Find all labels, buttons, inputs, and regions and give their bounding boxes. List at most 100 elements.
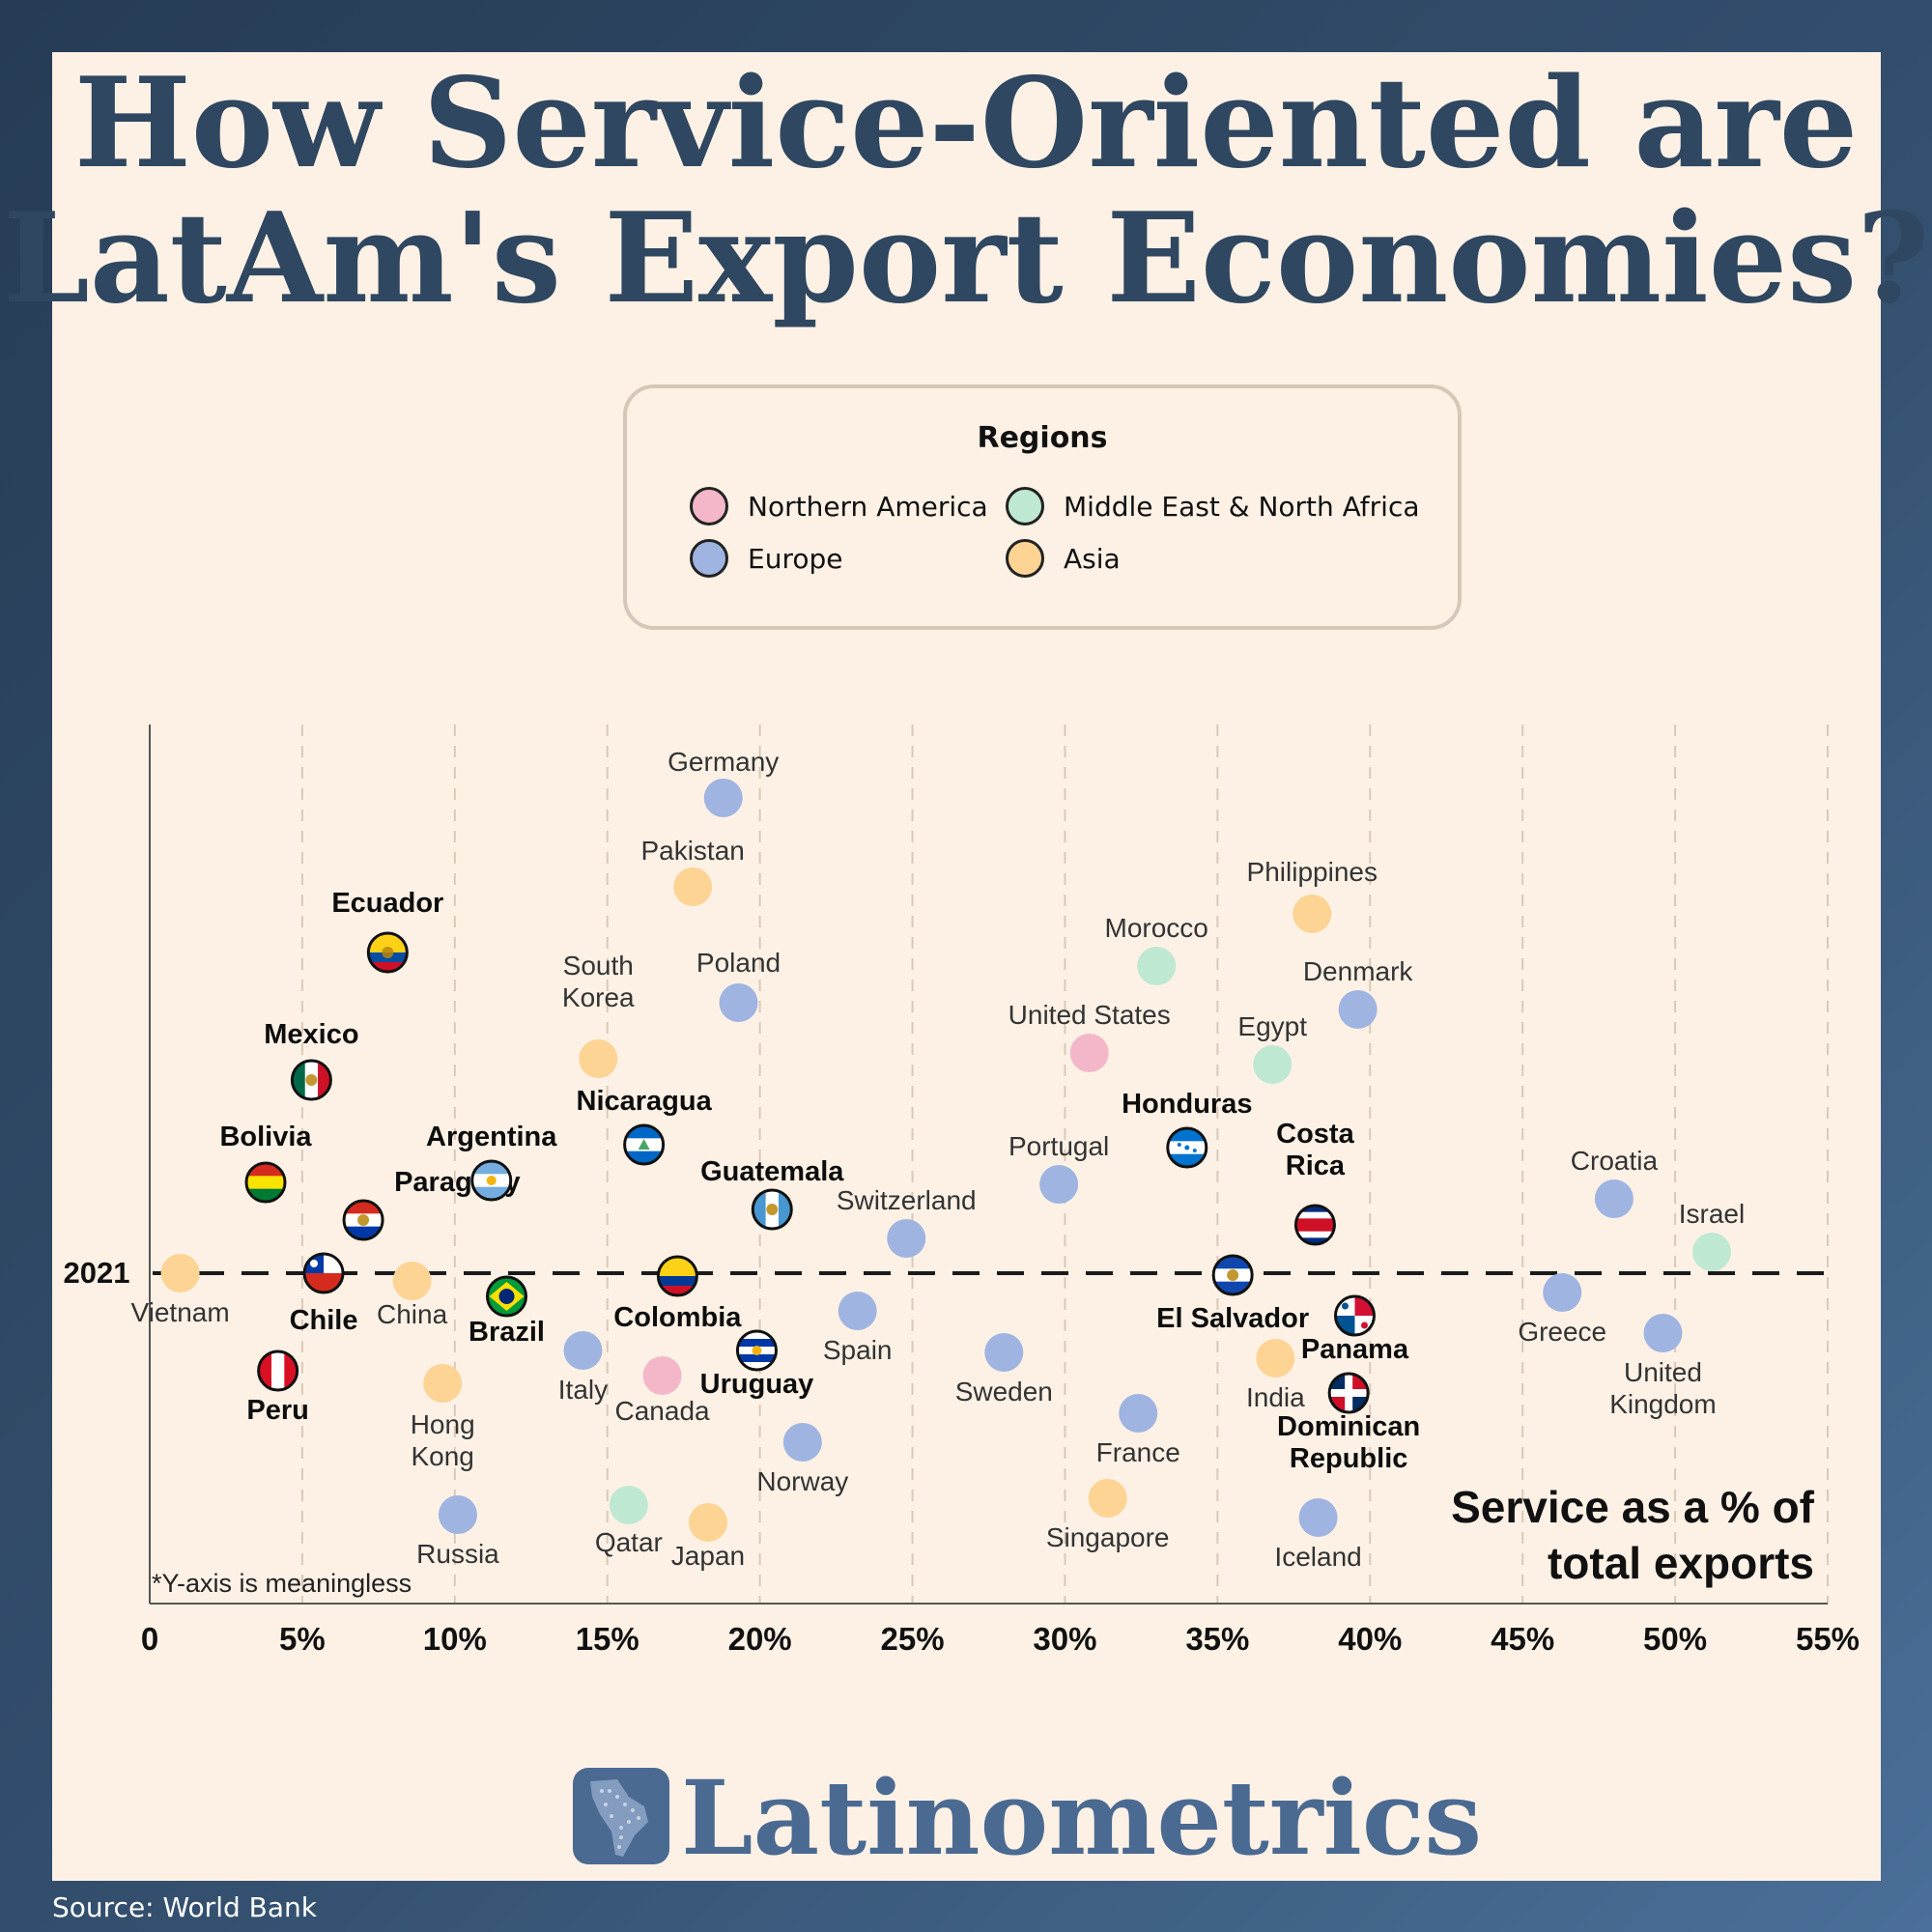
point-marker [1119, 1394, 1158, 1433]
point-label: Uruguay [700, 1369, 814, 1400]
point-greece: Greece [1518, 1273, 1606, 1347]
point-canada: Canada [615, 1356, 711, 1426]
source-note: Source: World Bank [52, 1891, 317, 1923]
point-ecuador: Ecuador [331, 888, 443, 974]
x-tick-labels: 0 5% 10% 15% 20% 25% 30% 35% 40% 45% 50% 55% [141, 1621, 1860, 1657]
point-marker [1691, 1233, 1731, 1271]
point-italy: Italy [558, 1331, 608, 1405]
point-marker [1088, 1479, 1127, 1518]
point-label: Japan [671, 1541, 745, 1571]
point-marker [782, 1423, 822, 1462]
point-label: Hong [411, 1409, 475, 1439]
legend-label: Europe [748, 542, 843, 575]
point-russia: Russia [416, 1495, 499, 1569]
point-marker [563, 1331, 603, 1370]
point-panama: Panama [1301, 1294, 1409, 1365]
point-guatemala: Guatemala [700, 1156, 844, 1231]
point-marker [688, 1503, 727, 1542]
x-tick-label: 15% [576, 1621, 639, 1657]
legend-label: Northern America [748, 490, 988, 523]
x-tick-label: 5% [279, 1621, 326, 1657]
point-chile: Chile [290, 1252, 358, 1336]
uruguay-flag-icon [737, 1331, 777, 1370]
point-brazil: Brazil [469, 1275, 545, 1348]
latin-america-map-icon [573, 1768, 669, 1864]
legend-swatch [690, 539, 728, 578]
point-label: Colombia [613, 1302, 742, 1333]
footnote: *Y-axis is meaningless [152, 1569, 412, 1598]
point-marker [438, 1495, 477, 1534]
chart-title: How Service-Oriented are LatAm's Export … [0, 56, 1932, 327]
point-label: Russia [416, 1539, 499, 1569]
x-tick-label: 10% [423, 1621, 487, 1657]
point-marker [984, 1333, 1024, 1372]
title-line-1: How Service-Oriented are [73, 51, 1859, 196]
point-marker [703, 779, 743, 817]
point-marker [642, 1356, 682, 1395]
point-label: Egypt [1237, 1011, 1307, 1041]
point-label: Brazil [469, 1317, 545, 1348]
point-marker [673, 867, 713, 906]
x-axis-title-line-2: total exports [1548, 1538, 1814, 1588]
point-germany: Germany [668, 747, 779, 817]
x-tick-label: 50% [1643, 1621, 1707, 1657]
point-label: Italy [558, 1375, 608, 1405]
point-uruguay: Uruguay [700, 1329, 814, 1400]
point-label: Korea [562, 982, 635, 1012]
point-label: United [1624, 1357, 1702, 1387]
point-marker [1293, 895, 1332, 933]
x-tick-label: 25% [881, 1621, 945, 1657]
x-tick-label: 20% [728, 1621, 792, 1657]
point-marker [887, 1219, 926, 1258]
point-portugal: Portugal [1009, 1131, 1109, 1204]
point-marker [719, 983, 758, 1022]
point-label: Germany [668, 747, 779, 777]
point-japan: Japan [671, 1503, 745, 1571]
point-marker [1256, 1339, 1295, 1378]
point-label: Canada [615, 1396, 711, 1426]
x-axis-title-line-1: Service as a % of [1451, 1482, 1815, 1532]
brand-name: Latinometrics [681, 1757, 1483, 1878]
point-marker [1253, 1045, 1293, 1084]
point-marker [160, 1254, 200, 1293]
point-bolivia: Bolivia [219, 1122, 312, 1204]
point-label: France [1096, 1437, 1180, 1467]
point-label: India [1246, 1382, 1305, 1412]
colombia-flag-icon [658, 1257, 697, 1295]
point-label: Spain [823, 1335, 893, 1365]
point-label: Sweden [955, 1377, 1053, 1406]
point-label: South [563, 951, 634, 980]
point-label: Norway [756, 1466, 848, 1496]
point-nicaragua: Nicaragua [577, 1086, 713, 1166]
point-mexico: Mexico [264, 1019, 359, 1101]
point-marker [1039, 1165, 1079, 1204]
point-qatar: Qatar [595, 1486, 663, 1557]
point-marker [1594, 1179, 1634, 1218]
legend-item-europe: Europe [690, 539, 842, 578]
point-label: Pakistan [640, 836, 744, 866]
point-label: Costa [1276, 1119, 1354, 1150]
point-label: Chile [290, 1305, 358, 1336]
point-spain: Spain [823, 1292, 893, 1365]
point-united-states: United States [1009, 1000, 1171, 1072]
point-label: Bolivia [219, 1122, 312, 1152]
region-legend: Regions Northern America Middle East & N… [623, 384, 1462, 630]
point-label: Croatia [1571, 1146, 1659, 1176]
point-india: India [1246, 1339, 1305, 1412]
legend-label: Asia [1064, 542, 1121, 575]
point-label: Mexico [264, 1019, 358, 1050]
point-label: Qatar [595, 1527, 663, 1557]
legend-item-asia: Asia [1006, 539, 1121, 578]
point-sweden: Sweden [955, 1333, 1053, 1406]
point-marker [423, 1364, 463, 1403]
point-marker [579, 1039, 618, 1078]
point-poland: Poland [696, 948, 781, 1022]
point-marker [609, 1486, 648, 1524]
point-label: Kingdom [1609, 1389, 1717, 1419]
point-marker [1137, 947, 1177, 985]
